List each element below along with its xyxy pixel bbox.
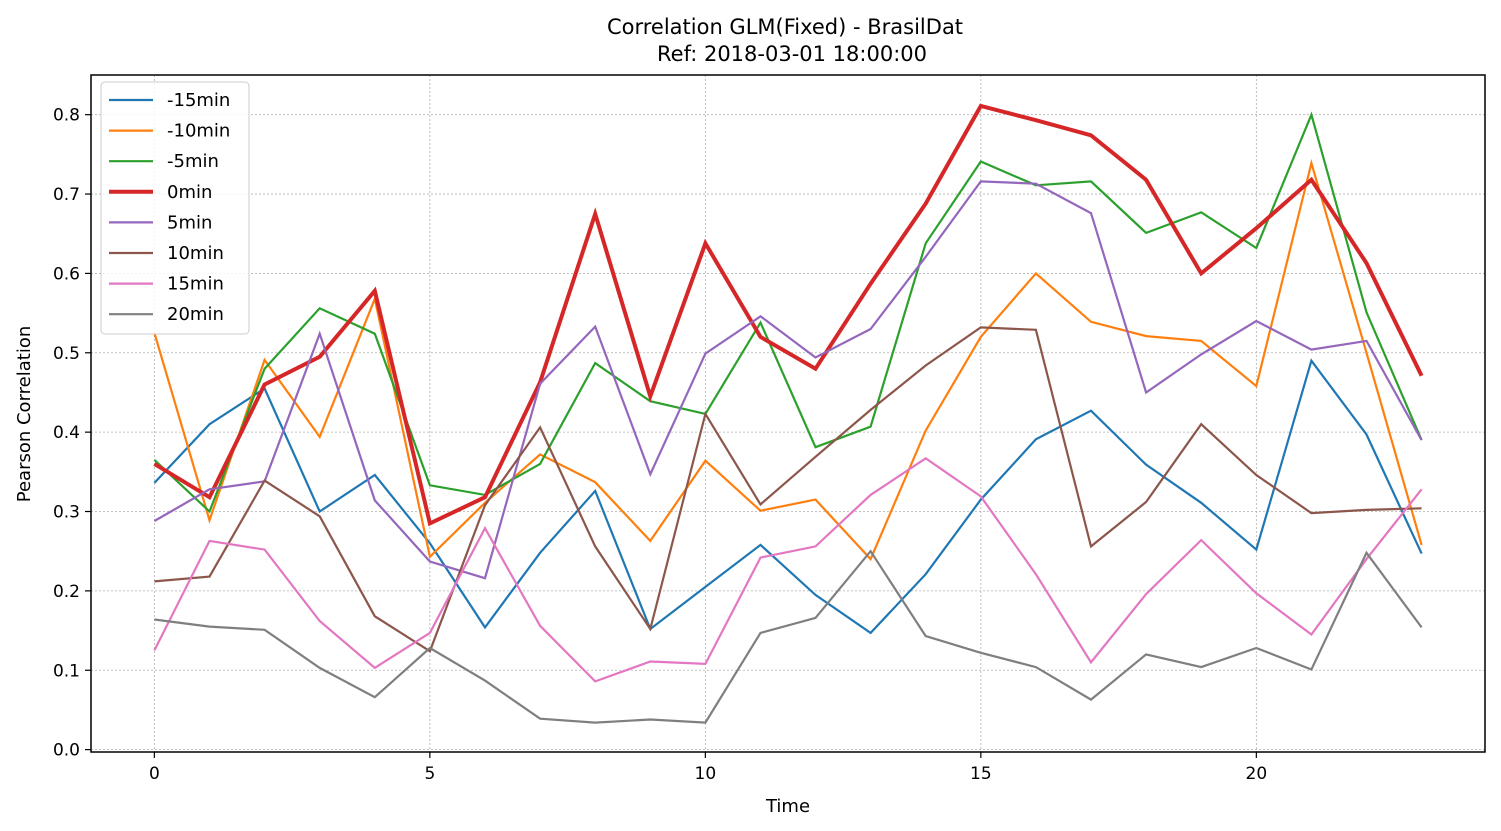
legend-box (100, 81, 250, 335)
y-tick-label: 0.1 (53, 661, 80, 681)
y-tick-label: 0.7 (53, 185, 80, 205)
legend-label: 15min (167, 274, 224, 295)
x-axis-label: Time (765, 796, 810, 817)
chart-title: Correlation GLM(Fixed) - BrasilDat (607, 15, 963, 39)
y-tick-label: 0.0 (53, 741, 80, 761)
y-tick-label: 0.3 (53, 503, 80, 523)
legend-label: 10min (167, 243, 224, 264)
series-line-10min (154, 326, 1422, 653)
legend-label: 0min (167, 182, 212, 203)
x-tick-label: 0 (149, 764, 160, 784)
y-tick-label: 0.4 (53, 423, 80, 443)
series-line-20min (154, 549, 1423, 724)
axis-ticks: 0 5 10 15 20 0.0 0.1 0.2 0.3 0.4 0.5 0.6 0.7 0.8 (53, 106, 1267, 784)
x-tick-label: 15 (970, 764, 992, 784)
y-tick-label: 0.8 (53, 106, 80, 126)
legend-label: -15min (167, 90, 230, 111)
series-line-5min (153, 180, 1423, 580)
series-line--15min (153, 358, 1423, 635)
legend-label: 20min (167, 304, 224, 325)
series-lines (153, 103, 1424, 724)
x-tick-label: 5 (424, 764, 435, 784)
series-line-0min (153, 103, 1424, 527)
legend-label: -10min (167, 121, 230, 142)
y-tick-label: 0.5 (53, 344, 80, 364)
legend-label: -5min (167, 151, 219, 172)
grid (91, 75, 1485, 752)
legend: -15min -10min -5min 0min 5min 10min 15min 20min (100, 81, 250, 335)
y-tick-label: 0.6 (53, 264, 80, 284)
legend-label: 5min (167, 212, 212, 233)
y-axis-label: Pearson Correlation (14, 326, 35, 503)
x-tick-label: 10 (695, 764, 717, 784)
series-line-15min (153, 456, 1423, 683)
x-tick-label: 20 (1246, 764, 1268, 784)
y-tick-label: 0.2 (53, 582, 80, 602)
chart-subtitle: Ref: 2018-03-01 18:00:00 (657, 42, 927, 66)
series-line--5min (153, 111, 1423, 514)
plot-frame (90, 74, 1486, 753)
